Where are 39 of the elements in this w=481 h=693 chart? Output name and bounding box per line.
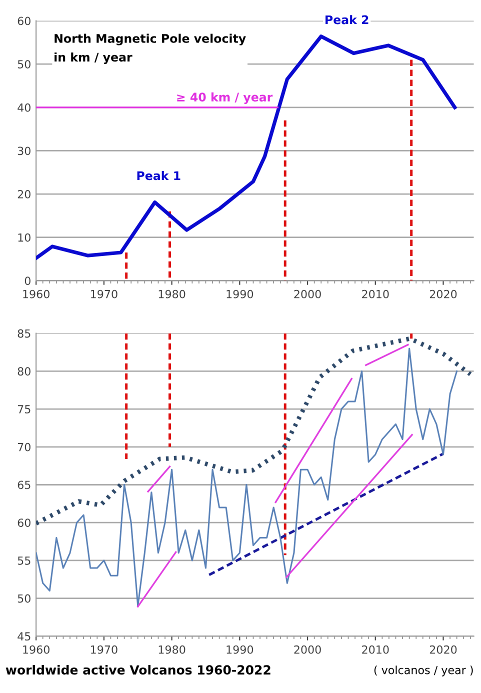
line-series xyxy=(36,348,458,607)
x-axis-title: worldwide active Volcanos 1960-2022 xyxy=(6,664,270,675)
y-tick-label: 85 xyxy=(18,329,30,338)
y-tick-label: 65 xyxy=(18,480,30,490)
annotation: Peak 2 xyxy=(326,15,368,24)
x-tick-label: 1970 xyxy=(91,290,118,298)
x-tick-label: 1970 xyxy=(91,645,118,654)
text: North Magnetic Pole velocity in km / year xyxy=(54,34,246,64)
x-tick-label: 1980 xyxy=(158,290,186,298)
y-tick-label: 80 xyxy=(18,367,30,376)
x-tick-label: 2020 xyxy=(430,645,457,654)
text: ( volcanos / year ) xyxy=(374,666,473,676)
y-tick-label: 45 xyxy=(18,632,30,641)
x-tick-label: 1990 xyxy=(226,290,254,298)
x-tick-label: 1980 xyxy=(158,645,186,654)
line-series xyxy=(36,34,457,260)
y-tick-label: 50 xyxy=(18,60,30,68)
x-tick-label: 1960 xyxy=(23,290,50,298)
y-tick-label: 70 xyxy=(18,442,30,452)
y-tick-label: 60 xyxy=(18,518,30,527)
annotation: ≥ 40 km / year xyxy=(177,92,273,104)
y-tick-label: 50 xyxy=(18,594,30,603)
x-tick-label: 2000 xyxy=(294,290,321,298)
y-tick-label: 60 xyxy=(18,16,30,26)
x-tick-label: 2000 xyxy=(294,645,321,654)
x-tick-label: 1990 xyxy=(226,645,254,654)
y-tick-label: 20 xyxy=(18,190,30,198)
y-tick-label: 0 xyxy=(24,276,30,286)
x-tick-label: 1960 xyxy=(23,645,50,654)
x-tick-label: 2020 xyxy=(430,290,457,298)
y-tick-label: 40 xyxy=(18,103,30,112)
line-series xyxy=(36,336,473,526)
annotation: Peak 1 xyxy=(137,171,180,180)
y-tick-label: 75 xyxy=(18,405,30,414)
x-tick-label: 2010 xyxy=(362,290,389,298)
y-tick-label: 55 xyxy=(18,556,30,565)
y-tick-label: 10 xyxy=(18,233,30,242)
x-tick-label: 2010 xyxy=(362,645,389,654)
y-tick-label: 30 xyxy=(18,146,30,156)
